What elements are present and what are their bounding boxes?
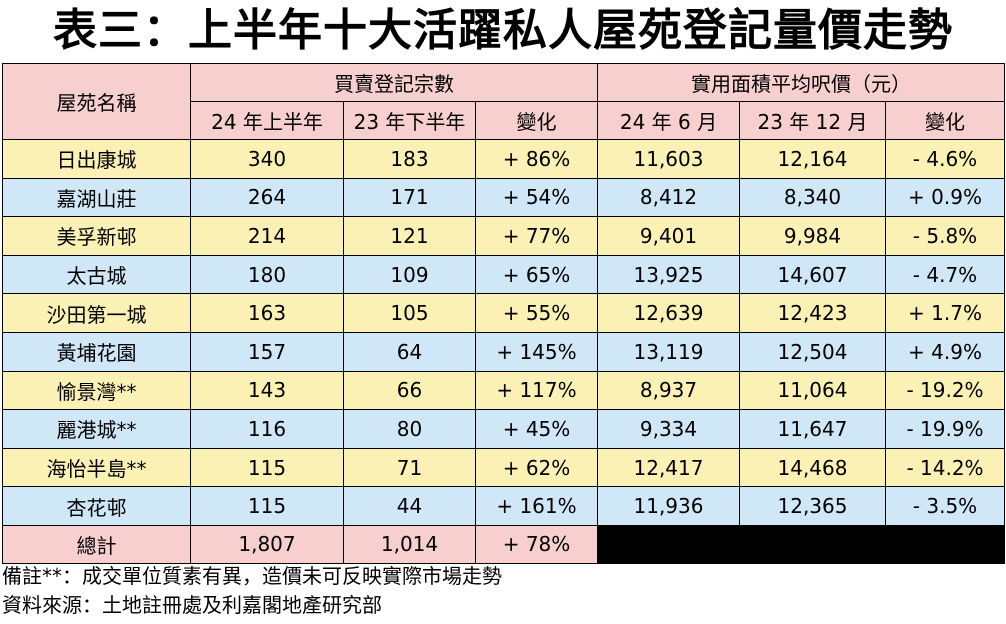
transactions-change: + 45% bbox=[475, 409, 598, 449]
transactions-change: + 145% bbox=[475, 331, 598, 372]
header-change-price: 變化 bbox=[885, 101, 1005, 140]
transactions-h2-23: 80 bbox=[343, 409, 476, 449]
transactions-h2-23: 105 bbox=[343, 293, 476, 333]
transactions-change: + 62% bbox=[475, 447, 598, 488]
transactions-h2-23: 183 bbox=[343, 139, 476, 179]
transactions-h1-24: 340 bbox=[190, 139, 344, 179]
price-jun-24: 9,401 bbox=[597, 216, 740, 256]
total-h1-24: 1,807 bbox=[190, 524, 344, 564]
price-dec-23: 8,340 bbox=[739, 177, 886, 218]
estate-name: 杏花邨 bbox=[2, 486, 191, 526]
price-change: - 4.6% bbox=[885, 139, 1005, 179]
transactions-h2-23: 171 bbox=[343, 177, 476, 218]
price-change: - 19.2% bbox=[885, 370, 1005, 411]
estate-name: 愉景灣** bbox=[2, 370, 191, 411]
header-jun-24: 24 年 6 月 bbox=[597, 101, 740, 140]
estate-name: 麗港城** bbox=[2, 409, 191, 449]
price-dec-23: 12,365 bbox=[739, 486, 886, 526]
price-jun-24: 13,925 bbox=[597, 254, 740, 295]
header-h1-24: 24 年上半年 bbox=[190, 101, 344, 140]
transactions-h1-24: 180 bbox=[190, 254, 344, 295]
transactions-h2-23: 121 bbox=[343, 216, 476, 256]
header-change-transactions: 變化 bbox=[475, 101, 598, 140]
transactions-change: + 77% bbox=[475, 216, 598, 256]
price-jun-24: 13,119 bbox=[597, 331, 740, 372]
transactions-h2-23: 66 bbox=[343, 370, 476, 411]
table-row: 太古城 180 109 + 65% 13,925 14,607- 4.7% bbox=[2, 254, 1005, 295]
total-label: 總計 bbox=[2, 524, 191, 564]
table-row: 海怡半島** 115 71 + 62% 12,417 14,468- 14.2% bbox=[2, 447, 1005, 488]
transactions-h1-24: 157 bbox=[190, 331, 344, 372]
price-change: - 14.2% bbox=[885, 447, 1005, 488]
price-dec-23: 11,647 bbox=[739, 409, 886, 449]
total-row: 總計 1,807 1,014 + 78% bbox=[2, 524, 1005, 564]
price-jun-24: 11,603 bbox=[597, 139, 740, 179]
transactions-h1-24: 115 bbox=[190, 486, 344, 526]
transactions-h1-24: 115 bbox=[190, 447, 344, 488]
transactions-h2-23: 44 bbox=[343, 486, 476, 526]
price-jun-24: 8,937 bbox=[597, 370, 740, 411]
transactions-change: + 55% bbox=[475, 293, 598, 333]
price-jun-24: 8,412 bbox=[597, 177, 740, 218]
price-change: - 4.7% bbox=[885, 254, 1005, 295]
header-group-transactions: 買賣登記宗數 bbox=[190, 63, 598, 102]
transactions-change: + 54% bbox=[475, 177, 598, 218]
price-dec-23: 12,164 bbox=[739, 139, 886, 179]
price-dec-23: 9,984 bbox=[739, 216, 886, 256]
table-row: 嘉湖山莊 264 171 + 54% 8,412 8,340 + 0.9% bbox=[2, 177, 1005, 218]
header-dec-23: 23 年 12 月 bbox=[739, 101, 886, 140]
price-jun-24: 11,936 bbox=[597, 486, 740, 526]
transactions-h1-24: 116 bbox=[190, 409, 344, 449]
price-change: + 4.9% bbox=[885, 331, 1005, 372]
price-jun-24: 12,639 bbox=[597, 293, 740, 333]
source-note: 資料來源：土地註冊處及利嘉閣地產研究部 bbox=[2, 593, 382, 617]
price-change: - 19.9% bbox=[885, 409, 1005, 449]
estate-name: 沙田第一城 bbox=[2, 293, 191, 333]
transactions-change: + 86% bbox=[475, 139, 598, 179]
header-group-price: 實用面積平均呎價（元） bbox=[597, 63, 1005, 102]
price-dec-23: 12,504 bbox=[739, 331, 886, 372]
redacted-block bbox=[597, 524, 1005, 564]
transactions-h1-24: 264 bbox=[190, 177, 344, 218]
transactions-h2-23: 109 bbox=[343, 254, 476, 295]
table-row: 日出康城 340 183 + 86% 11,603 12,164- 4.6% bbox=[2, 139, 1005, 179]
price-dec-23: 11,064 bbox=[739, 370, 886, 411]
price-change: + 1.7% bbox=[885, 293, 1005, 333]
page-title: 表三：上半年十大活躍私人屋苑登記量價走勢 bbox=[53, 5, 953, 56]
transactions-h1-24: 163 bbox=[190, 293, 344, 333]
estate-name: 嘉湖山莊 bbox=[2, 177, 191, 218]
table-row: 黃埔花園 157 64 + 145% 13,119 12,504 + 4.9% bbox=[2, 331, 1005, 372]
total-change: + 78% bbox=[475, 524, 598, 564]
price-jun-24: 12,417 bbox=[597, 447, 740, 488]
header-estate: 屋苑名稱 bbox=[2, 63, 191, 140]
estate-name: 黃埔花園 bbox=[2, 331, 191, 372]
estate-name: 日出康城 bbox=[2, 139, 191, 179]
table-row: 愉景灣** 143 66 + 117% 8,937 11,064- 19.2% bbox=[2, 370, 1005, 411]
total-h2-23: 1,014 bbox=[343, 524, 476, 564]
transactions-change: + 161% bbox=[475, 486, 598, 526]
table-row: 美孚新邨 214 121 + 77% 9,401 9,984- 5.8% bbox=[2, 216, 1005, 256]
transactions-h1-24: 214 bbox=[190, 216, 344, 256]
price-dec-23: 14,607 bbox=[739, 254, 886, 295]
price-change: - 5.8% bbox=[885, 216, 1005, 256]
transactions-h2-23: 71 bbox=[343, 447, 476, 488]
transactions-h1-24: 143 bbox=[190, 370, 344, 411]
header-h2-23: 23 年下半年 bbox=[343, 101, 476, 140]
table-row: 麗港城** 116 80 + 45% 9,334 11,647- 19.9% bbox=[2, 409, 1005, 449]
estate-name: 海怡半島** bbox=[2, 447, 191, 488]
transactions-h2-23: 64 bbox=[343, 331, 476, 372]
price-jun-24: 9,334 bbox=[597, 409, 740, 449]
price-change: - 3.5% bbox=[885, 486, 1005, 526]
table-row: 杏花邨 115 44 + 161% 11,936 12,365- 3.5% bbox=[2, 486, 1005, 526]
price-dec-23: 14,468 bbox=[739, 447, 886, 488]
price-change: + 0.9% bbox=[885, 177, 1005, 218]
estate-name: 太古城 bbox=[2, 254, 191, 295]
remark-note: 備註**：成交單位質素有異，造價未可反映實際市場走勢 bbox=[2, 564, 502, 588]
table-row: 沙田第一城 163 105 + 55% 12,639 12,423 + 1.7% bbox=[2, 293, 1005, 333]
data-table: 屋苑名稱 買賣登記宗數 實用面積平均呎價（元） 24 年上半年 23 年下半年 … bbox=[2, 63, 1005, 564]
price-dec-23: 12,423 bbox=[739, 293, 886, 333]
transactions-change: + 117% bbox=[475, 370, 598, 411]
estate-name: 美孚新邨 bbox=[2, 216, 191, 256]
transactions-change: + 65% bbox=[475, 254, 598, 295]
